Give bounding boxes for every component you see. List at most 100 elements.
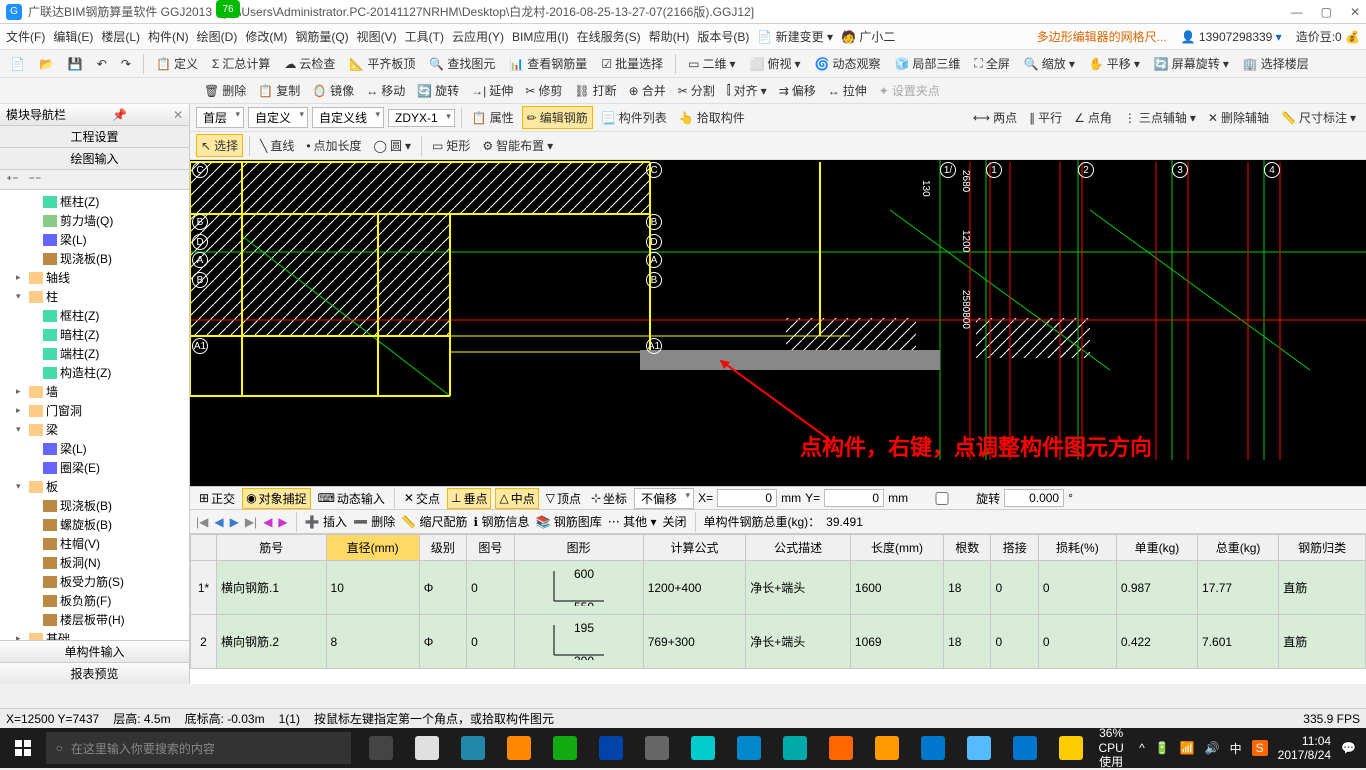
tree-item[interactable]: 楼层板带(H) (0, 610, 189, 629)
clock[interactable]: 11:042017/8/24 (1278, 734, 1331, 763)
tray-up-icon[interactable]: ^ (1139, 741, 1145, 755)
taskbar-app[interactable] (819, 728, 863, 768)
menu-rebar[interactable]: 钢筋量(Q) (295, 28, 348, 45)
tree-item[interactable]: 暗柱(Z) (0, 325, 189, 344)
zdyx-dropdown[interactable]: ZDYX-1 (388, 109, 455, 127)
del-aux-button[interactable]: ✕ 删除辅轴 (1204, 107, 1273, 128)
col-header[interactable]: 钢筋归类 (1279, 535, 1366, 561)
sum-button[interactable]: Σ 汇总计算 (208, 53, 274, 74)
tree-item[interactable]: ▾梁 (0, 420, 189, 439)
taskbar-search[interactable]: ○在这里输入你要搜索的内容 (46, 732, 351, 764)
menu-help[interactable]: 帮助(H) (649, 28, 690, 45)
define-button[interactable]: 📋 定义 (152, 53, 202, 74)
nav-last-icon[interactable]: ▶| (245, 515, 257, 529)
col-header[interactable]: 级别 (419, 535, 466, 561)
taskbar-app[interactable] (451, 728, 495, 768)
col-header[interactable]: 长度(mm) (850, 535, 943, 561)
extend-button[interactable]: →| 延伸 (467, 80, 517, 101)
cloud-check-button[interactable]: ☁ 云检查 (280, 53, 339, 74)
pan-button[interactable]: ✋ 平移 ▾ (1085, 53, 1144, 74)
table-row[interactable]: 1*横向钢筋.110Φ06005501200+400净长+端头160018000… (191, 561, 1366, 615)
new-icon[interactable]: 📄 (6, 55, 29, 73)
flush-top-button[interactable]: 📐 平齐板顶 (345, 53, 419, 74)
tray-sogou-icon[interactable]: S (1252, 740, 1268, 756)
2d-button[interactable]: ▭ 二维 ▾ (684, 53, 739, 74)
tab-project[interactable]: 工程设置 (0, 126, 189, 148)
tree-item[interactable]: ▸门窗洞 (0, 401, 189, 420)
trim-button[interactable]: ✂ 修剪 (521, 80, 566, 101)
mirror-button[interactable]: 🪞 镜像 (308, 80, 358, 101)
fullscreen-button[interactable]: ⛶ 全屏 (970, 53, 1013, 74)
tree-item[interactable]: 梁(L) (0, 230, 189, 249)
taskbar-app[interactable] (773, 728, 817, 768)
taskbar-app[interactable] (405, 728, 449, 768)
tray-volume-icon[interactable]: 🔊 (1205, 741, 1220, 755)
drawing-canvas[interactable]: 点构件，右键，点调整构件图元方向 CCBBDDAABBA1A11/1234B13… (190, 160, 1366, 486)
menu-tool[interactable]: 工具(T) (405, 28, 444, 45)
view-rebar-button[interactable]: 📊 查看钢筋量 (505, 53, 591, 74)
taskbar-app[interactable] (1049, 728, 1093, 768)
col-header[interactable]: 筋号 (217, 535, 327, 561)
origin-button[interactable]: ⊹ 坐标 (588, 489, 630, 508)
taskbar-app[interactable] (543, 728, 587, 768)
taskbar-app[interactable] (957, 728, 1001, 768)
tree-item[interactable]: 端柱(Z) (0, 344, 189, 363)
col-header[interactable]: 计算公式 (643, 535, 746, 561)
user-phone[interactable]: 👤 13907298339 ▾ (1181, 30, 1282, 44)
tree-item[interactable]: 螺旋板(B) (0, 515, 189, 534)
nav-next-icon[interactable]: ▶ (230, 515, 239, 529)
zoom-button[interactable]: 🔍 缩放 ▾ (1020, 53, 1079, 74)
nav-prev-icon[interactable]: ◀ (214, 515, 223, 529)
col-header[interactable]: 图号 (467, 535, 514, 561)
tab-draw-input[interactable]: 绘图输入 (0, 148, 189, 170)
menu-file[interactable]: 文件(F) (6, 28, 45, 45)
tray-battery-icon[interactable]: 🔋 (1155, 741, 1170, 755)
cost-bean[interactable]: 造价豆:0 💰 (1296, 28, 1360, 45)
stretch-button[interactable]: ↔ 拉伸 (824, 80, 871, 101)
collapse-icon[interactable]: ⁻⁻ (29, 173, 42, 187)
edit-rebar-button[interactable]: ✏ 编辑钢筋 (522, 106, 593, 129)
col-header[interactable]: 公式描述 (746, 535, 851, 561)
tree-item[interactable]: 框柱(Z) (0, 306, 189, 325)
menu-draw[interactable]: 绘图(D) (197, 28, 238, 45)
rebar-lib-button[interactable]: 📚 钢筋图库 (535, 513, 601, 530)
mid-button[interactable]: △ 中点 (495, 488, 538, 509)
tree-item[interactable]: ▸墙 (0, 382, 189, 401)
taskbar-app[interactable] (727, 728, 771, 768)
nav-first-icon[interactable]: |◀ (196, 515, 208, 529)
find-button[interactable]: 🔍 查找图元 (425, 53, 499, 74)
menu-component[interactable]: 构件(N) (148, 28, 189, 45)
start-button[interactable] (0, 728, 46, 768)
sidebar-close-icon[interactable]: ✕ (173, 108, 183, 122)
redo-icon[interactable]: ↷ (117, 55, 135, 73)
rect-button[interactable]: ▭ 矩形 (428, 135, 474, 156)
cross-button[interactable]: ✕ 交点 (401, 489, 443, 508)
angle-input[interactable] (1004, 489, 1064, 507)
dim-button[interactable]: 📏 尺寸标注 ▾ (1277, 107, 1360, 128)
col-header[interactable]: 直径(mm) (326, 535, 419, 561)
col-header[interactable]: 总重(kg) (1198, 535, 1279, 561)
minimize-icon[interactable]: — (1291, 5, 1303, 19)
close-icon[interactable]: ✕ (1350, 5, 1360, 19)
snap-button[interactable]: ◉ 对象捕捉 (242, 488, 311, 509)
rotate-screen-button[interactable]: 🔄 屏幕旋转 ▾ (1150, 53, 1233, 74)
tree-item[interactable]: 框柱(Z) (0, 192, 189, 211)
move-button[interactable]: ↔ 移动 (362, 80, 409, 101)
scale-rebar-button[interactable]: 📏 缩尺配筋 (401, 513, 467, 530)
line-button[interactable]: ╲ 直线 (256, 135, 298, 156)
delete-row-button[interactable]: ➖ 删除 (353, 513, 395, 530)
tree-item[interactable]: 构造柱(Z) (0, 363, 189, 382)
circle-button[interactable]: ◯ 圆 ▾ (370, 135, 415, 156)
offset-dropdown[interactable]: 不偏移 (634, 488, 694, 509)
new-change-button[interactable]: 📄 新建变更 ▾ (757, 28, 833, 45)
pt-len-button[interactable]: • 点加长度 (302, 135, 365, 156)
parallel-button[interactable]: ∥ 平行 (1025, 107, 1066, 128)
close-panel-button[interactable]: 关闭 (662, 513, 686, 530)
insert-button[interactable]: ➕ 插入 (305, 513, 347, 530)
undo-icon[interactable]: ↶ (93, 55, 111, 73)
nav-next2-icon[interactable]: ▶ (278, 515, 287, 529)
taskbar-app[interactable] (635, 728, 679, 768)
taskbar-app[interactable] (681, 728, 725, 768)
topview-button[interactable]: ⬜ 俯视 ▾ (745, 53, 804, 74)
col-header[interactable]: 损耗(%) (1038, 535, 1116, 561)
